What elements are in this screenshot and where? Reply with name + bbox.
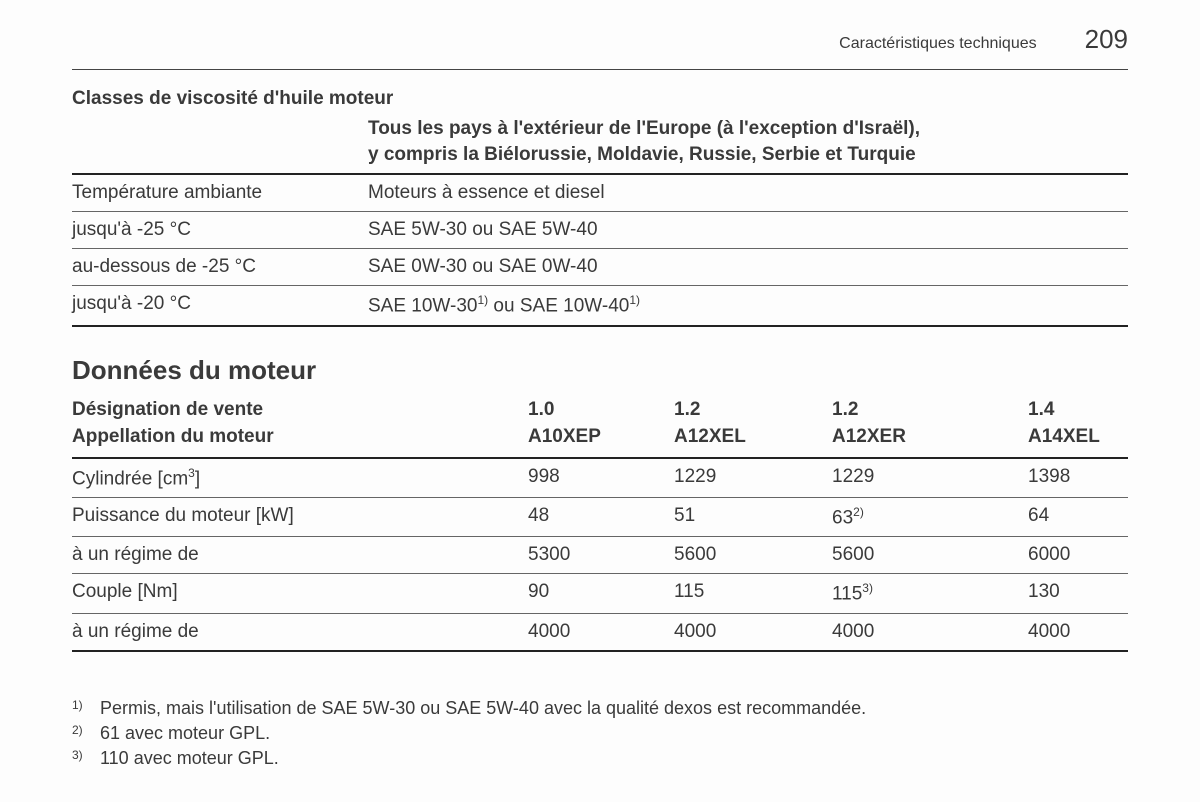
footnote: 3) 110 avec moteur GPL.	[72, 746, 1128, 771]
engine-row: Puissance du moteur [kW] 48 51 632) 64	[72, 498, 1128, 537]
engine-col: 1.4 A14XEL	[1028, 396, 1128, 451]
engine-col: 1.2 A12XEL	[674, 396, 832, 451]
engine-heading: Données du moteur	[72, 355, 1128, 386]
engine-val: 90	[528, 581, 674, 605]
label-text: Cylindrée [cm	[72, 468, 188, 489]
header-title: Caractéristiques techniques	[839, 35, 1036, 53]
oil-sup: 1)	[477, 293, 488, 307]
engine-code: A10XEP	[528, 423, 674, 451]
val-text: 115	[832, 584, 862, 605]
footnote: 2) 61 avec moteur GPL.	[72, 721, 1128, 746]
val-sup: 3)	[862, 581, 873, 595]
footnote-mark: 1)	[72, 696, 100, 721]
oil-sup: 1)	[629, 293, 640, 307]
label-after: ]	[195, 468, 200, 489]
engine-val: 5300	[528, 544, 674, 566]
oil-subtitle-line2: y compris la Biélorussie, Moldavie, Russ…	[368, 144, 916, 165]
footnote-mark: 2)	[72, 721, 100, 746]
footnote-text: 110 avec moteur GPL.	[100, 746, 279, 771]
oil-cell: jusqu'à -25 °C	[72, 219, 368, 241]
engine-label: Cylindrée [cm3]	[72, 466, 528, 490]
footnote-mark: 3)	[72, 746, 100, 771]
oil-cell: Température ambiante	[72, 182, 368, 204]
val-sup: 2)	[853, 505, 864, 519]
oil-cell: SAE 10W-301) ou SAE 10W-401)	[368, 293, 1128, 317]
engine-val: 1229	[674, 466, 832, 490]
oil-val-b: ou SAE 10W-40	[488, 296, 629, 317]
oil-row: jusqu'à -20 °C SAE 10W-301) ou SAE 10W-4…	[72, 286, 1128, 326]
engine-row: Couple [Nm] 90 115 1153) 130	[72, 574, 1128, 613]
oil-table: Température ambiante Moteurs à essence e…	[72, 173, 1128, 326]
oil-cell: Moteurs à essence et diesel	[368, 182, 1128, 204]
engine-val: 115	[674, 581, 832, 605]
engine-code: A12XER	[832, 423, 1028, 451]
engine-val: 64	[1028, 505, 1128, 529]
engine-val: 4000	[1028, 621, 1128, 643]
engine-code: A12XEL	[674, 423, 832, 451]
engine-label: à un régime de	[72, 544, 528, 566]
engine-label: à un régime de	[72, 621, 528, 643]
oil-subtitle-line1: Tous les pays à l'extérieur de l'Europe …	[368, 118, 920, 139]
engine-val: 4000	[528, 621, 674, 643]
engine-head-labels: Désignation de vente Appellation du mote…	[72, 396, 528, 451]
label-sup: 3	[188, 466, 195, 480]
engine-col: 1.2 A12XER	[832, 396, 1028, 451]
engine-code: A14XEL	[1028, 423, 1128, 451]
footnote-text: 61 avec moteur GPL.	[100, 721, 270, 746]
engine-val: 1153)	[832, 581, 1028, 605]
engine-val: 5600	[674, 544, 832, 566]
engine-version: 1.0	[528, 396, 674, 424]
oil-section-title: Classes de viscosité d'huile moteur	[72, 88, 1128, 110]
engine-val: 5600	[832, 544, 1028, 566]
engine-label: Couple [Nm]	[72, 581, 528, 605]
engine-version: 1.2	[674, 396, 832, 424]
engine-val: 6000	[1028, 544, 1128, 566]
engine-val: 1398	[1028, 466, 1128, 490]
oil-row: jusqu'à -25 °C SAE 5W-30 ou SAE 5W-40	[72, 212, 1128, 249]
engine-version: 1.2	[832, 396, 1028, 424]
footnote-text: Permis, mais l'utilisation de SAE 5W-30 …	[100, 696, 866, 721]
engine-label: Puissance du moteur [kW]	[72, 505, 528, 529]
oil-subtitle: Tous les pays à l'extérieur de l'Europe …	[368, 116, 1128, 173]
footnote: 1) Permis, mais l'utilisation de SAE 5W-…	[72, 696, 1128, 721]
engine-version: 1.4	[1028, 396, 1128, 424]
oil-row: Température ambiante Moteurs à essence e…	[72, 175, 1128, 212]
engine-header-row: Désignation de vente Appellation du mote…	[72, 396, 1128, 457]
oil-cell: SAE 5W-30 ou SAE 5W-40	[368, 219, 1128, 241]
engine-val: 4000	[832, 621, 1028, 643]
engine-row: à un régime de 5300 5600 5600 6000	[72, 537, 1128, 574]
oil-cell: SAE 0W-30 ou SAE 0W-40	[368, 256, 1128, 278]
engine-row: à un régime de 4000 4000 4000 4000	[72, 614, 1128, 652]
oil-cell: au-dessous de -25 °C	[72, 256, 368, 278]
engine-val: 998	[528, 466, 674, 490]
oil-val-a: SAE 10W-30	[368, 296, 477, 317]
engine-row: Cylindrée [cm3] 998 1229 1229 1398	[72, 459, 1128, 498]
engine-val: 632)	[832, 505, 1028, 529]
engine-val: 130	[1028, 581, 1128, 605]
page-number: 209	[1085, 24, 1128, 55]
page-header: Caractéristiques techniques 209	[72, 24, 1128, 70]
engine-val: 4000	[674, 621, 832, 643]
engine-col: 1.0 A10XEP	[528, 396, 674, 451]
engine-val: 48	[528, 505, 674, 529]
designation-label: Désignation de vente	[72, 396, 528, 424]
engine-code-label: Appellation du moteur	[72, 423, 528, 451]
engine-val: 1229	[832, 466, 1028, 490]
oil-cell: jusqu'à -20 °C	[72, 293, 368, 317]
footnotes: 1) Permis, mais l'utilisation de SAE 5W-…	[72, 696, 1128, 772]
val-text: 63	[832, 507, 853, 528]
engine-val: 51	[674, 505, 832, 529]
engine-table: Cylindrée [cm3] 998 1229 1229 1398 Puiss…	[72, 457, 1128, 652]
oil-row: au-dessous de -25 °C SAE 0W-30 ou SAE 0W…	[72, 249, 1128, 286]
